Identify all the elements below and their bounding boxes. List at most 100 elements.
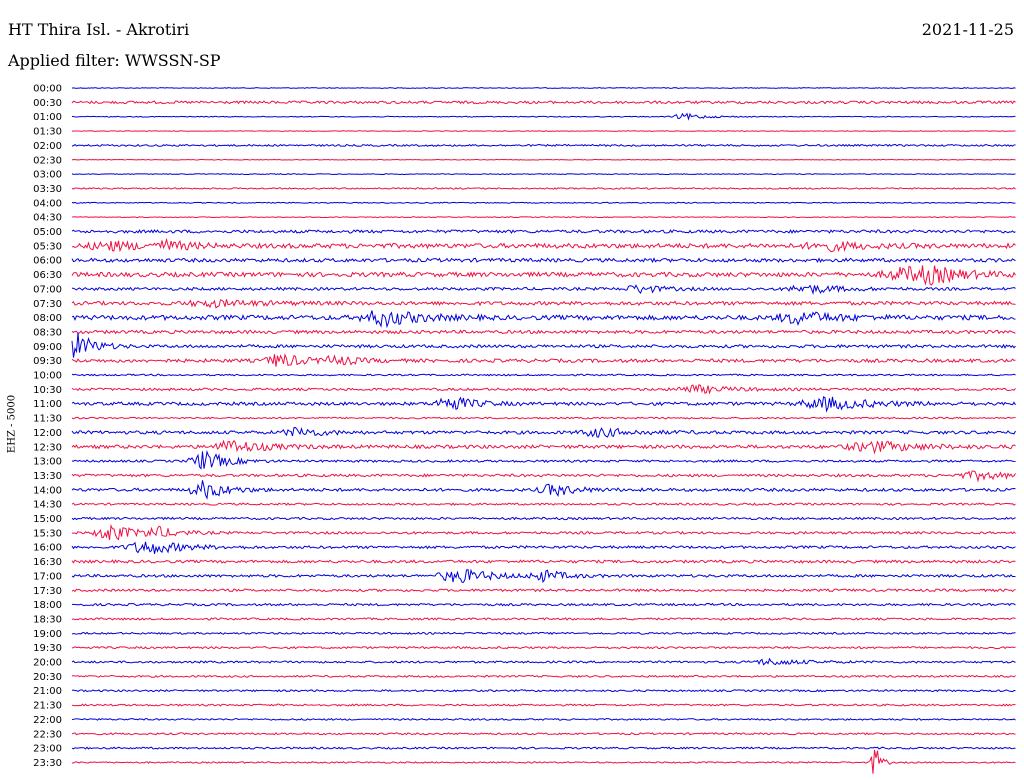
trace-0830 [71, 329, 1016, 335]
row-label-2130: 21:30 [33, 701, 62, 712]
trace-0930 [71, 353, 1016, 367]
trace-1800 [71, 602, 1016, 607]
trace-2200 [71, 717, 1016, 721]
trace-0330 [71, 187, 1016, 190]
row-label-2100: 21:00 [33, 686, 62, 697]
record-date: 2021-11-25 [921, 20, 1014, 39]
trace-0230 [71, 158, 1016, 161]
trace-1200 [71, 426, 1016, 438]
trace-0430 [71, 216, 1016, 219]
trace-1930 [71, 645, 1016, 650]
trace-2030 [71, 674, 1016, 678]
trace-2100 [71, 689, 1016, 693]
trace-1400 [71, 480, 1016, 500]
row-label-2300: 23:00 [33, 744, 62, 755]
trace-1300 [71, 449, 1016, 470]
row-label-0030: 00:30 [33, 98, 62, 109]
row-label-0130: 01:30 [33, 127, 62, 138]
row-label-1730: 17:30 [33, 586, 62, 597]
row-label-0730: 07:30 [33, 299, 62, 310]
trace-0500 [71, 229, 1016, 234]
row-label-1500: 15:00 [33, 514, 62, 525]
trace-0600 [71, 257, 1016, 264]
trace-1830 [71, 617, 1016, 621]
row-labels: 00:00 00:30 01:00 01:30 02:00 02:30 03:00 03:30… [33, 84, 62, 769]
trace-0400 [71, 201, 1016, 204]
row-label-2200: 22:00 [33, 715, 62, 726]
trace-1500 [71, 516, 1016, 521]
row-label-1300: 13:00 [33, 457, 62, 468]
trace-2230 [71, 732, 1016, 736]
row-label-1800: 18:00 [33, 600, 62, 611]
filter-label: Applied filter: WWSSN-SP [8, 51, 221, 70]
row-label-0200: 02:00 [33, 141, 62, 152]
trace-0730 [71, 299, 1016, 309]
trace-0300 [71, 173, 1016, 176]
row-label-1400: 14:00 [33, 485, 62, 496]
trace-1030 [71, 384, 1016, 395]
row-label-0700: 07:00 [33, 284, 62, 295]
trace-2300 [71, 746, 1016, 750]
row-label-2230: 22:30 [33, 729, 62, 740]
row-label-0330: 03:30 [33, 184, 62, 195]
trace-0800 [71, 310, 1016, 329]
trace-1100 [71, 396, 1016, 413]
trace-0900 [71, 332, 1016, 358]
row-label-0500: 05:00 [33, 227, 62, 238]
row-label-2330: 23:30 [33, 758, 62, 769]
row-label-1230: 12:30 [33, 442, 62, 453]
trace-2000 [71, 657, 1016, 666]
trace-1000 [71, 373, 1016, 377]
trace-1230 [71, 439, 1016, 455]
trace-0700 [71, 284, 1016, 295]
row-label-1600: 16:00 [33, 543, 62, 554]
trace-0200 [71, 143, 1016, 147]
row-label-2030: 20:30 [33, 672, 62, 683]
row-label-1900: 19:00 [33, 629, 62, 640]
row-label-1330: 13:30 [33, 471, 62, 482]
trace-1700 [71, 568, 1016, 584]
station-title: HT Thira Isl. - Akrotiri [8, 20, 190, 39]
trace-1530 [71, 524, 1016, 541]
trace-1330 [71, 470, 1016, 483]
trace-0000 [71, 87, 1016, 89]
trace-0530 [71, 237, 1016, 253]
trace-1900 [71, 631, 1016, 635]
row-label-1100: 11:00 [33, 399, 62, 410]
row-label-1930: 19:30 [33, 643, 62, 654]
row-label-1700: 17:00 [33, 571, 62, 582]
trace-1130 [71, 416, 1016, 420]
row-label-0900: 09:00 [33, 342, 62, 353]
row-label-1200: 12:00 [33, 428, 62, 439]
row-label-1000: 10:00 [33, 371, 62, 382]
trace-0130 [71, 130, 1016, 132]
row-label-0000: 00:00 [33, 84, 62, 95]
trace-0630 [71, 265, 1016, 286]
row-label-1830: 18:30 [33, 614, 62, 625]
row-label-1130: 11:30 [33, 414, 62, 425]
trace-0100 [71, 112, 1016, 121]
row-label-0830: 08:30 [33, 327, 62, 338]
seismic-traces [71, 87, 1016, 774]
trace-2130 [71, 703, 1016, 707]
trace-0030 [71, 100, 1016, 105]
trace-1430 [71, 502, 1016, 506]
row-label-1030: 10:30 [33, 385, 62, 396]
trace-1600 [71, 541, 1016, 554]
trace-1630 [71, 559, 1016, 564]
row-label-0930: 09:30 [33, 356, 62, 367]
row-label-2000: 20:00 [33, 658, 62, 669]
row-label-1530: 15:30 [33, 528, 62, 539]
row-label-0400: 04:00 [33, 198, 62, 209]
row-label-0630: 06:30 [33, 270, 62, 281]
row-label-0230: 02:30 [33, 155, 62, 166]
row-label-1430: 14:30 [33, 500, 62, 511]
row-label-1630: 16:30 [33, 557, 62, 568]
row-label-0100: 01:00 [33, 112, 62, 123]
row-label-0600: 06:00 [33, 256, 62, 267]
row-label-0300: 03:00 [33, 170, 62, 181]
row-label-0800: 08:00 [33, 313, 62, 324]
trace-1730 [71, 588, 1016, 593]
row-label-0530: 05:30 [33, 241, 62, 252]
